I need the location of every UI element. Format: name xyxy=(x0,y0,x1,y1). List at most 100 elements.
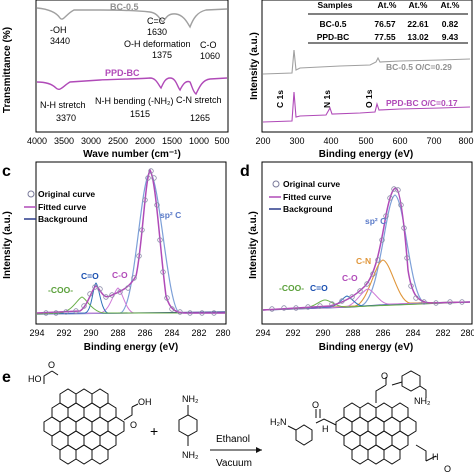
product-nh2-right: NH₂ xyxy=(414,396,431,406)
table-cell: 9.43 xyxy=(442,32,459,42)
panel-b-tick: 400 xyxy=(323,136,338,146)
bc-xps-survey xyxy=(262,49,471,75)
nhb-label: N-H bending (-NH₂) xyxy=(95,96,174,106)
ppd-curve-label: PPD-BC xyxy=(105,68,140,78)
c-co-label: C-O xyxy=(112,270,128,280)
d-sp2-peak xyxy=(262,194,471,311)
table-cell: 76.57 xyxy=(374,19,396,29)
panel-a-xlabel: Wave number (cm⁻¹) xyxy=(83,149,181,160)
d-coo-label: -COO- xyxy=(279,283,304,293)
table-cell: 13.02 xyxy=(407,32,429,42)
panel-a-tick: 1000 xyxy=(189,136,209,146)
product-h-left: H xyxy=(322,424,329,434)
o1s-label: O 1s xyxy=(364,89,374,108)
ethanol-label: Ethanol xyxy=(216,434,250,445)
o-label-left: O xyxy=(48,360,55,370)
nh-value: 3370 xyxy=(56,113,76,123)
panel-a-tick: 2500 xyxy=(108,136,128,146)
d-ceo-label: C=O xyxy=(310,283,328,293)
legend-original: Original curve xyxy=(38,189,95,199)
c-coo-label: -COO- xyxy=(48,285,73,295)
d-cn-label: C-N xyxy=(356,256,371,266)
panel-d-frame xyxy=(261,161,473,325)
table-cell: 77.55 xyxy=(374,32,396,42)
table-cell: BC-0.5 xyxy=(320,19,347,29)
panel-c-tick: 294 xyxy=(29,328,44,338)
oh-label-left: OH xyxy=(138,397,152,407)
product-h2n-left: H₂N xyxy=(270,417,287,427)
panel-d-letter: d xyxy=(240,163,250,180)
panel-c-tick: 286 xyxy=(137,328,152,338)
panel-b-tick: 300 xyxy=(289,136,304,146)
panel-c-tick: 288 xyxy=(110,328,125,338)
ppd-molecule xyxy=(178,405,198,446)
legend-background: Background xyxy=(38,214,88,224)
panel-d-tick: 294 xyxy=(255,328,270,338)
panel-b-tick: 800 xyxy=(458,136,473,146)
legend-original: Original curve xyxy=(283,179,340,189)
cc-value: 1630 xyxy=(147,27,167,37)
composition-table: Samples At.% At.% At.% BC-0.5 76.57 22.6… xyxy=(308,0,468,44)
panel-c-tick: 282 xyxy=(191,328,206,338)
panel-b-ylabel: Intensity (a.u.) xyxy=(249,32,260,100)
panel-c-xticks: 294 292 290 288 286 284 282 280 xyxy=(29,328,230,338)
c1s-label: C 1s xyxy=(275,90,285,108)
d-fitted-curve xyxy=(262,187,471,311)
panel-d-xlabel: Binding energy (eV) xyxy=(319,342,413,353)
panel-d-xticks: 294 292 290 288 286 284 282 280 xyxy=(255,328,474,338)
panel-a-tick: 3500 xyxy=(54,136,74,146)
panel-d-tick: 284 xyxy=(405,328,420,338)
panel-b-xlabel: Binding energy (eV) xyxy=(319,149,413,160)
legend-circle-icon xyxy=(272,180,280,188)
panel-a-ylabel: Transmittance (%) xyxy=(2,27,13,113)
panel-c-ylabel: Intensity (a.u.) xyxy=(2,211,13,279)
panel-b-tick: 200 xyxy=(255,136,270,146)
panel-b: Intensity (a.u.) 200 300 400 500 600 700… xyxy=(249,0,474,160)
panel-b-xticks: 200 300 400 500 600 700 800 xyxy=(255,136,473,146)
nh-label: N-H stretch xyxy=(40,100,86,110)
d-co-peak xyxy=(262,288,471,311)
panel-d-tick: 282 xyxy=(435,328,450,338)
co-label: C-O xyxy=(200,40,217,50)
graphene-sheet-left xyxy=(43,370,139,465)
nhb-value: 1515 xyxy=(130,109,150,119)
ohdef-label: O-H deformation xyxy=(124,39,191,49)
product-o-right: O xyxy=(444,464,451,474)
co-value: 1060 xyxy=(200,51,220,61)
panel-b-tick: 600 xyxy=(392,136,407,146)
panel-a-frame xyxy=(35,0,229,133)
panel-c-tick: 280 xyxy=(215,328,230,338)
table-cell: PPD-BC xyxy=(317,32,350,42)
legend-circle-icon xyxy=(27,190,35,198)
table-cell: 22.61 xyxy=(407,19,429,29)
ohdef-value: 1375 xyxy=(152,50,172,60)
panel-a-tick: 500 xyxy=(214,136,229,146)
n1s-label: N 1s xyxy=(322,90,332,108)
panel-c-tick: 284 xyxy=(164,328,179,338)
panel-a-tick: 4000 xyxy=(27,136,47,146)
c-ceo-label: C=O xyxy=(81,271,99,281)
panel-b-frame xyxy=(261,0,473,133)
ppd-survey-label: PPD-BC O/C=0.17 xyxy=(386,98,458,108)
table-header: At.% xyxy=(441,0,460,10)
table-header: At.% xyxy=(378,0,397,10)
panel-a-xticks: 4000 3500 3000 2500 2000 1500 1000 500 xyxy=(27,136,230,146)
panel-a-tick: 1500 xyxy=(162,136,182,146)
panel-b-tick: 700 xyxy=(426,136,441,146)
panel-d-tick: 288 xyxy=(345,328,360,338)
panel-d-tick: 290 xyxy=(315,328,330,338)
panel-c-tick: 290 xyxy=(83,328,98,338)
panel-b-tick: 500 xyxy=(358,136,373,146)
panel-a-tick: 2000 xyxy=(135,136,155,146)
panel-c: c Intensity (a.u.) 294 292 290 288 286 2… xyxy=(2,161,231,353)
legend-background: Background xyxy=(283,204,333,214)
panel-d-tick: 280 xyxy=(460,328,474,338)
arrow-head-icon xyxy=(256,447,262,453)
panel-c-tick: 292 xyxy=(56,328,71,338)
panel-c-letter: c xyxy=(2,163,11,180)
product-o-top: O xyxy=(381,371,388,381)
panel-d: d Intensity (a.u.) 294 292 290 288 286 2… xyxy=(240,161,474,353)
d-ceo-peak xyxy=(262,295,471,311)
table-header: Samples xyxy=(318,0,353,10)
cc-label: C=C xyxy=(147,16,166,26)
